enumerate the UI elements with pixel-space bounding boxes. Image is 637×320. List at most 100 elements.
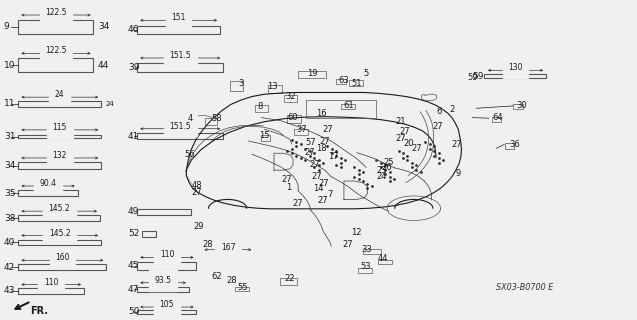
Bar: [18, 264, 106, 270]
Text: 41: 41: [128, 132, 140, 141]
Text: 160: 160: [55, 253, 69, 262]
Text: 38: 38: [4, 214, 15, 223]
Bar: [349, 80, 363, 86]
Bar: [336, 79, 347, 84]
Text: 47: 47: [128, 285, 140, 294]
Text: 49: 49: [128, 207, 140, 216]
Text: 23: 23: [376, 166, 387, 175]
Text: 27: 27: [311, 172, 322, 180]
Bar: [284, 95, 297, 102]
Text: 167: 167: [221, 243, 236, 252]
Bar: [268, 85, 282, 93]
Text: 27: 27: [320, 137, 330, 146]
Text: FR.: FR.: [30, 306, 48, 316]
Text: 130: 130: [508, 63, 523, 72]
Text: 11: 11: [4, 100, 15, 108]
Text: 13: 13: [268, 83, 278, 92]
Text: 145.2: 145.2: [48, 204, 70, 213]
Text: 27: 27: [399, 127, 410, 136]
Text: 28: 28: [203, 240, 213, 249]
Text: 3: 3: [238, 79, 243, 88]
Text: 33: 33: [361, 245, 372, 254]
Bar: [138, 310, 196, 314]
Text: 1: 1: [286, 183, 291, 192]
Text: 52: 52: [128, 229, 140, 238]
Text: 27: 27: [396, 134, 406, 143]
Text: 51: 51: [352, 79, 362, 88]
Text: 17: 17: [329, 152, 339, 161]
Bar: [363, 249, 381, 254]
Text: 27: 27: [343, 240, 353, 249]
Text: 5: 5: [364, 69, 369, 78]
Text: 22: 22: [285, 275, 295, 284]
Text: 53: 53: [361, 262, 371, 271]
Bar: [138, 26, 220, 34]
Text: 12: 12: [352, 228, 362, 237]
Text: 62: 62: [211, 272, 222, 281]
Text: 27: 27: [322, 125, 333, 134]
Text: 7: 7: [327, 190, 333, 199]
Bar: [306, 100, 376, 118]
Bar: [138, 63, 223, 72]
Bar: [18, 20, 94, 34]
Bar: [18, 239, 101, 245]
Bar: [18, 101, 101, 107]
Bar: [483, 74, 546, 78]
Text: 26: 26: [382, 164, 392, 172]
Text: 110: 110: [44, 278, 59, 287]
Bar: [18, 58, 94, 72]
Bar: [138, 262, 196, 270]
Bar: [294, 129, 308, 135]
Bar: [341, 104, 355, 109]
Text: 27: 27: [282, 175, 292, 184]
Bar: [287, 115, 301, 124]
Text: 59: 59: [467, 73, 478, 82]
Text: 27: 27: [318, 179, 329, 188]
Bar: [18, 215, 100, 221]
Text: 15: 15: [259, 131, 269, 140]
Text: 44: 44: [378, 254, 388, 263]
Text: 27: 27: [304, 148, 315, 157]
Text: SX03-B0700 E: SX03-B0700 E: [496, 283, 554, 292]
Text: 132: 132: [53, 151, 67, 160]
Bar: [513, 104, 523, 109]
Text: 50: 50: [128, 308, 140, 316]
Text: 30: 30: [517, 101, 527, 110]
Bar: [505, 143, 514, 148]
Text: 14: 14: [313, 184, 324, 193]
Text: 44: 44: [98, 60, 109, 69]
Text: 63: 63: [338, 76, 348, 85]
Text: 61: 61: [344, 101, 354, 110]
Text: 34: 34: [98, 22, 110, 31]
Text: 56: 56: [184, 150, 195, 159]
Text: 19: 19: [307, 69, 317, 78]
Bar: [138, 287, 189, 292]
Bar: [378, 260, 392, 264]
Text: 151.5: 151.5: [169, 122, 191, 131]
Bar: [234, 287, 248, 291]
Text: 27: 27: [433, 122, 443, 131]
Text: 27: 27: [452, 140, 462, 149]
Text: 122.5: 122.5: [45, 8, 67, 17]
Text: 18: 18: [316, 144, 326, 153]
Bar: [138, 133, 223, 139]
Bar: [205, 118, 217, 125]
Bar: [358, 268, 372, 273]
Text: 37: 37: [296, 125, 306, 134]
Text: 16: 16: [316, 109, 326, 118]
Text: 57: 57: [306, 138, 316, 147]
Text: 8: 8: [257, 102, 262, 111]
Bar: [18, 162, 101, 169]
Text: 10: 10: [4, 60, 15, 69]
Text: 90.4: 90.4: [39, 179, 57, 188]
Text: 43: 43: [4, 286, 15, 295]
Text: 40: 40: [4, 238, 15, 247]
Text: 151: 151: [171, 13, 186, 22]
Bar: [298, 71, 326, 78]
Text: 24: 24: [106, 101, 114, 107]
Bar: [138, 209, 191, 215]
Text: 25: 25: [383, 157, 394, 166]
Bar: [18, 135, 101, 138]
Text: 35: 35: [4, 188, 15, 197]
Bar: [255, 105, 268, 112]
